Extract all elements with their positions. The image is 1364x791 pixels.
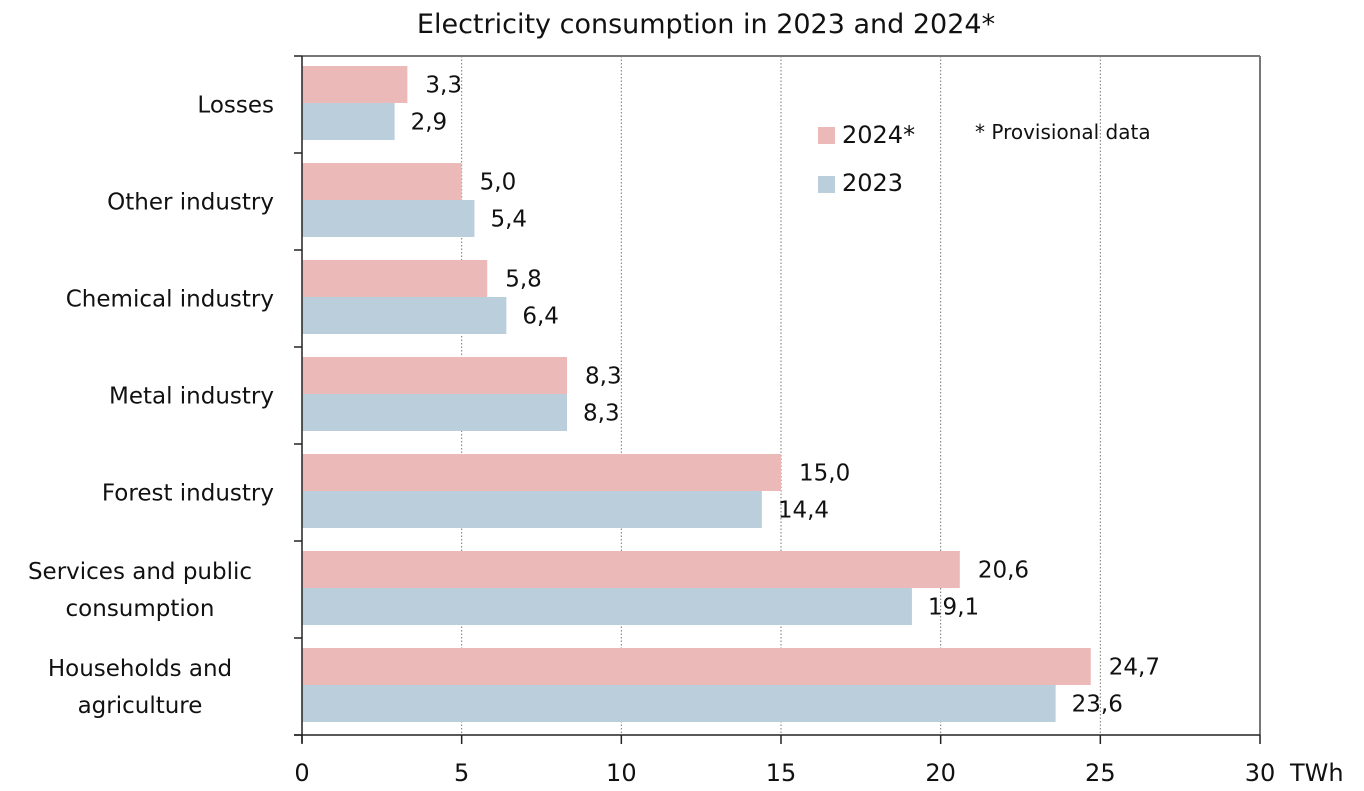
category-label-1: Other industry	[107, 190, 274, 216]
category-label-0: Losses	[197, 93, 274, 119]
bar-2024-0	[302, 66, 408, 103]
value-label-2024-4: 15,0	[799, 461, 850, 487]
category-label-6: agriculture	[78, 693, 203, 719]
legend: 2024* 2023	[818, 121, 915, 197]
bar-2024-3	[302, 357, 568, 394]
value-label-2023-6: 23,6	[1072, 692, 1123, 718]
bar-2023-3	[302, 394, 568, 431]
value-label-2024-5: 20,6	[978, 558, 1029, 584]
bar-2023-4	[302, 491, 762, 528]
x-tick-label-30: 30	[1245, 759, 1276, 787]
value-label-2024-2: 5,8	[505, 267, 542, 293]
legend-label-2023: 2023	[842, 169, 903, 197]
legend-swatch-2023	[818, 176, 835, 193]
category-labels: Losses Other industry Chemical industry Met…	[28, 93, 274, 720]
legend-swatch-2024	[818, 127, 835, 144]
category-label-3: Metal industry	[109, 384, 274, 410]
value-label-2023-4: 14,4	[778, 498, 829, 524]
bar-2024-5	[302, 551, 960, 588]
bar-2024-6	[302, 648, 1091, 685]
value-label-2023-1: 5,4	[490, 207, 527, 233]
value-label-2023-0: 2,9	[411, 110, 448, 136]
value-label-2024-3: 8,3	[585, 364, 622, 390]
value-label-2024-1: 5,0	[480, 170, 517, 196]
category-label-5: Services and public	[28, 559, 252, 585]
bars	[302, 66, 1091, 722]
x-tick-labels: 0 5 10 15 20 25 30	[294, 759, 1275, 787]
x-tick-label-0: 0	[294, 759, 309, 787]
value-labels: 3,3 2,9 5,0 5,4 5,8 6,4 8,3 8,3 15,0 14,4 20,6 19,1…	[411, 73, 1160, 718]
x-tick-label-25: 25	[1085, 759, 1116, 787]
bar-2023-2	[302, 297, 507, 334]
category-label-2: Chemical industry	[66, 287, 274, 313]
bar-2024-2	[302, 260, 488, 297]
legend-label-2024: 2024*	[842, 121, 915, 149]
category-label-4: Forest industry	[102, 481, 274, 507]
bar-2023-5	[302, 588, 912, 625]
value-label-2023-5: 19,1	[928, 595, 979, 621]
axes	[294, 55, 1261, 744]
x-tick-label-10: 10	[606, 759, 637, 787]
value-label-2024-0: 3,3	[425, 73, 462, 99]
category-label-5: consumption	[66, 596, 215, 622]
x-tick-label-20: 20	[925, 759, 956, 787]
x-tick-label-15: 15	[766, 759, 797, 787]
value-label-2023-3: 8,3	[583, 401, 620, 427]
bar-2024-1	[302, 163, 462, 200]
bar-2023-6	[302, 685, 1056, 722]
bar-2024-4	[302, 454, 781, 491]
category-label-6: Households and	[48, 656, 232, 682]
bar-2023-0	[302, 103, 395, 140]
value-label-2024-6: 24,7	[1109, 655, 1160, 681]
x-axis-unit-label: TWh	[1289, 759, 1344, 787]
chart-title: Electricity consumption in 2023 and 2024…	[417, 9, 995, 40]
provisional-note: * Provisional data	[975, 120, 1151, 144]
bar-2023-1	[302, 200, 475, 237]
value-label-2023-2: 6,4	[522, 304, 559, 330]
x-tick-label-5: 5	[454, 759, 469, 787]
